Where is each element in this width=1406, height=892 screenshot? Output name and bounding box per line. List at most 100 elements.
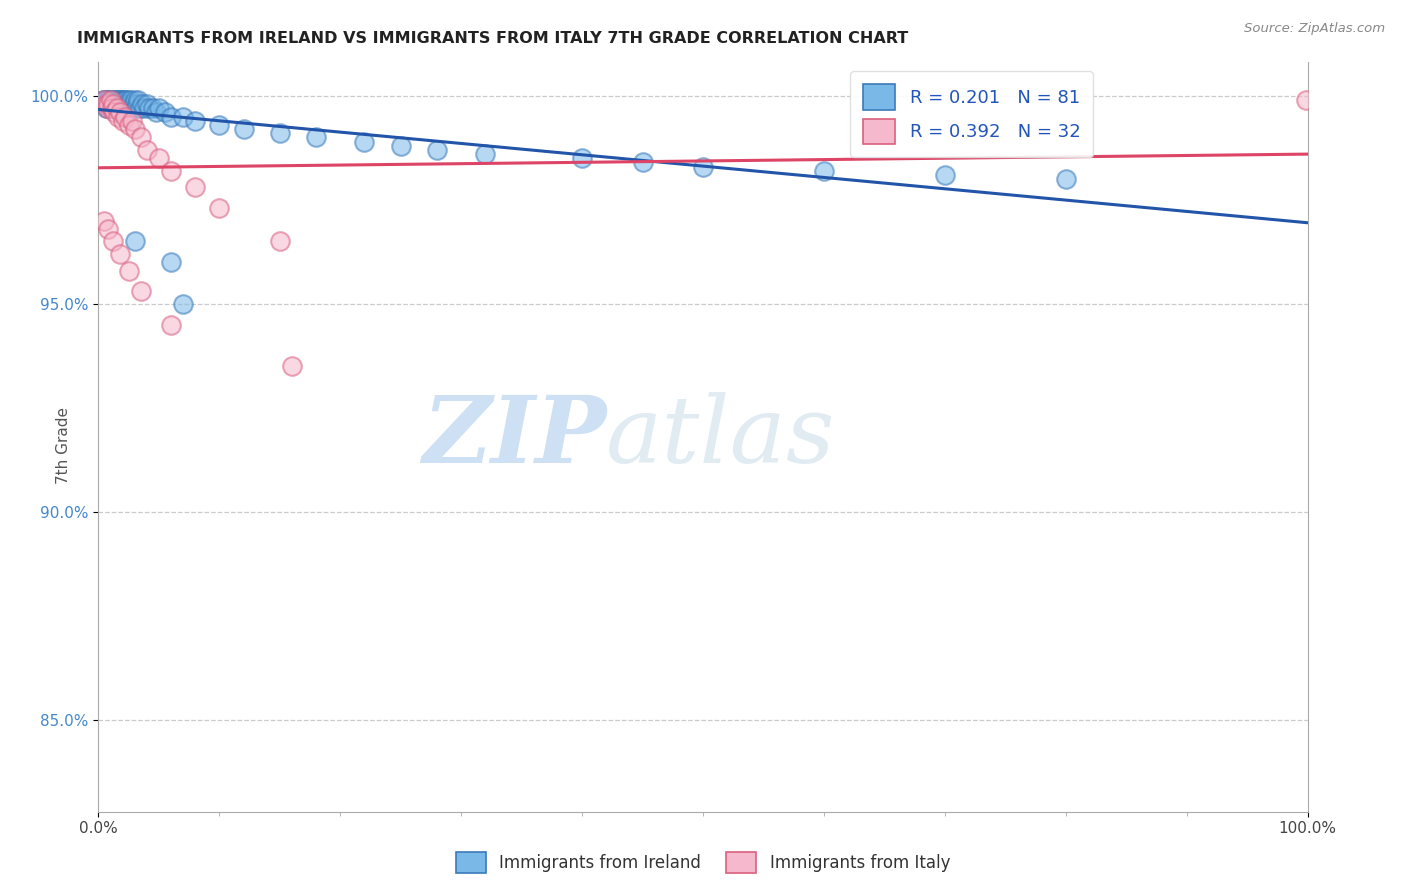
Point	[692, 160, 714, 174]
Point	[96, 93, 118, 107]
Point	[105, 93, 128, 107]
Point	[124, 93, 146, 107]
Point	[100, 97, 122, 112]
Point	[353, 135, 375, 149]
Point	[127, 93, 149, 107]
Point	[118, 97, 141, 112]
Point	[93, 93, 115, 107]
Point	[184, 113, 207, 128]
Point	[631, 155, 654, 169]
Point	[108, 93, 131, 107]
Point	[135, 97, 157, 112]
Point	[94, 97, 117, 112]
Point	[94, 93, 117, 107]
Point	[128, 101, 150, 115]
Point	[120, 93, 142, 107]
Point	[121, 113, 143, 128]
Text: IMMIGRANTS FROM IRELAND VS IMMIGRANTS FROM ITALY 7TH GRADE CORRELATION CHART: IMMIGRANTS FROM IRELAND VS IMMIGRANTS FR…	[77, 31, 908, 46]
Point	[135, 143, 157, 157]
Point	[93, 93, 115, 107]
Point	[98, 97, 121, 112]
Point	[100, 93, 122, 107]
Point	[269, 126, 291, 140]
Point	[112, 93, 135, 107]
Point	[104, 93, 127, 107]
Point	[105, 101, 128, 115]
Point	[172, 110, 194, 124]
Point	[107, 93, 129, 107]
Point	[94, 101, 117, 115]
Point	[1295, 93, 1317, 107]
Point	[111, 93, 134, 107]
Point	[108, 101, 131, 115]
Point	[108, 93, 131, 107]
Point	[160, 318, 183, 332]
Point	[105, 97, 128, 112]
Point	[103, 97, 125, 112]
Text: Source: ZipAtlas.com: Source: ZipAtlas.com	[1244, 22, 1385, 36]
Point	[91, 93, 114, 107]
Point	[125, 101, 148, 115]
Point	[97, 97, 120, 112]
Point	[184, 180, 207, 194]
Point	[107, 97, 129, 112]
Point	[100, 101, 122, 115]
Point	[142, 101, 165, 115]
Point	[305, 130, 328, 145]
Point	[110, 93, 132, 107]
Point	[160, 110, 183, 124]
Point	[138, 101, 160, 115]
Point	[108, 247, 131, 261]
Point	[98, 93, 121, 107]
Point	[148, 151, 170, 165]
Point	[131, 97, 153, 112]
Point	[124, 235, 146, 249]
Point	[91, 97, 114, 112]
Legend: Immigrants from Ireland, Immigrants from Italy: Immigrants from Ireland, Immigrants from…	[450, 846, 956, 880]
Point	[172, 297, 194, 311]
Point	[118, 101, 141, 115]
Point	[97, 101, 120, 115]
Text: atlas: atlas	[606, 392, 835, 482]
Point	[114, 93, 136, 107]
Point	[93, 213, 115, 227]
Point	[110, 101, 132, 115]
Point	[160, 255, 183, 269]
Point	[100, 101, 122, 115]
Point	[389, 138, 412, 153]
Point	[96, 97, 118, 112]
Point	[127, 97, 149, 112]
Point	[813, 163, 835, 178]
Point	[101, 97, 124, 112]
Point	[118, 263, 141, 277]
Point	[232, 122, 254, 136]
Point	[108, 105, 131, 120]
Point	[100, 97, 122, 112]
Point	[100, 93, 122, 107]
Point	[118, 93, 141, 107]
Point	[129, 285, 152, 299]
Point	[122, 97, 145, 112]
Point	[97, 222, 120, 236]
Point	[134, 101, 156, 115]
Point	[96, 101, 118, 115]
Point	[571, 151, 593, 165]
Point	[93, 97, 115, 112]
Point	[121, 101, 143, 115]
Point	[117, 97, 139, 112]
Point	[474, 147, 496, 161]
Point	[105, 101, 128, 115]
Point	[115, 93, 138, 107]
Point	[145, 105, 167, 120]
Point	[114, 97, 136, 112]
Point	[101, 101, 124, 115]
Point	[114, 110, 136, 124]
Point	[118, 118, 141, 132]
Point	[148, 101, 170, 115]
Point	[124, 122, 146, 136]
Point	[103, 93, 125, 107]
Point	[111, 113, 134, 128]
Point	[108, 97, 131, 112]
Point	[111, 97, 134, 112]
Point	[103, 105, 125, 120]
